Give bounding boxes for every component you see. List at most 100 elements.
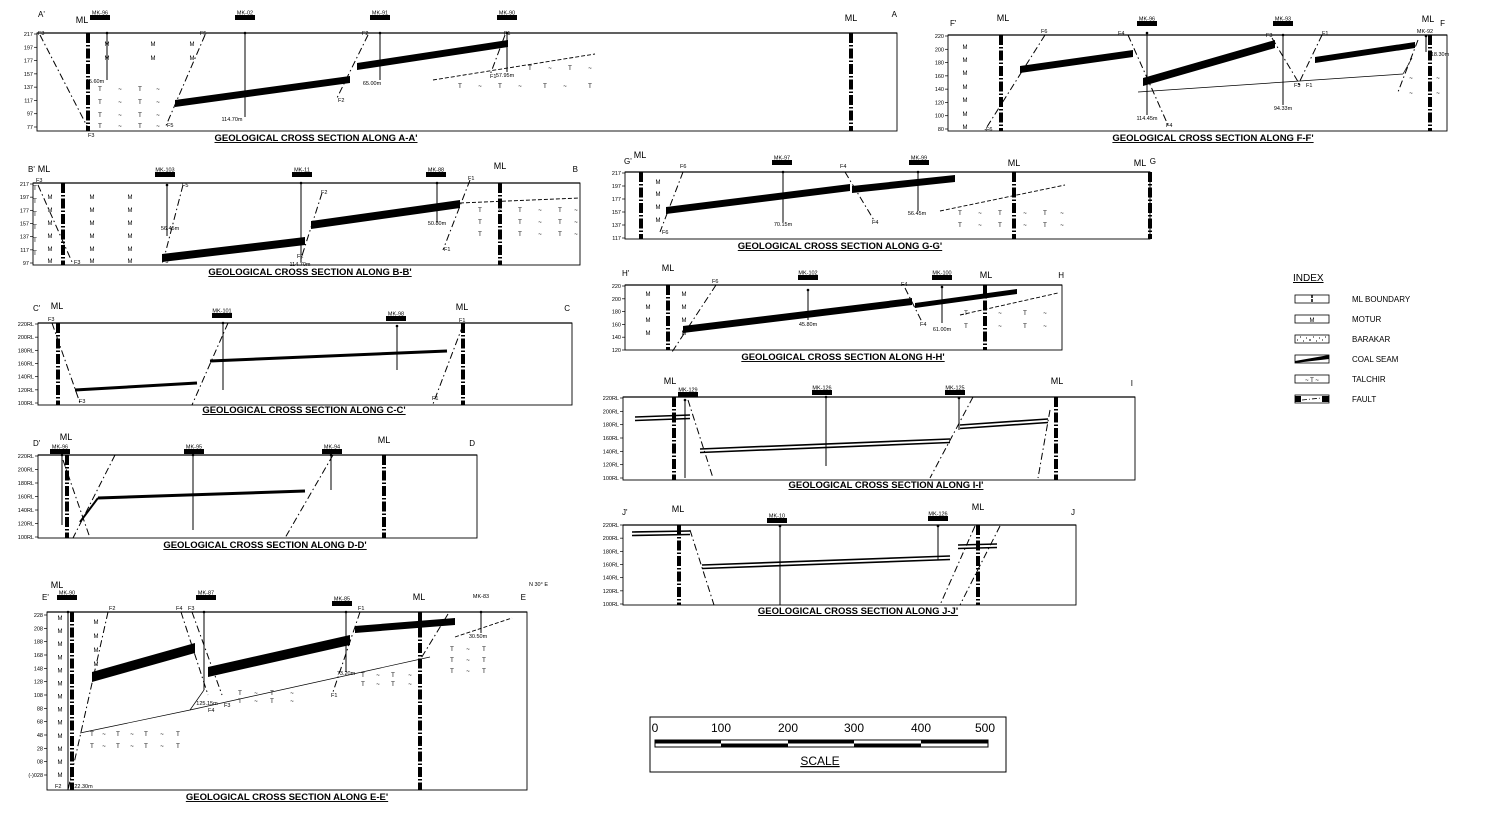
borehole-depth: 56.45m [161, 226, 180, 232]
motur-symbol: M [94, 662, 99, 668]
talchir-symbol: ~ [118, 100, 122, 106]
section-end-label: D [469, 439, 475, 448]
borehole-name: MK-96 [1139, 17, 1155, 23]
talchir-symbol: ~ [376, 682, 380, 688]
talchir-symbol: ~ [254, 691, 258, 697]
motur-symbol: M [48, 221, 53, 227]
borehole-tag [50, 449, 70, 454]
scale-segment [788, 740, 854, 744]
fault-label: F1 [1322, 31, 1328, 37]
motur-symbol: M [94, 648, 99, 654]
y-axis-tick-label: 168 [34, 653, 43, 659]
talchir-symbol: ~ [1436, 91, 1440, 97]
borehole-name: MK-97 [774, 156, 790, 162]
fault-line [39, 34, 89, 129]
section-end-label: F [1440, 19, 1445, 28]
section-end-label: J [1071, 508, 1075, 517]
talchir-symbol: T [138, 124, 142, 130]
borehole-collar [1424, 34, 1428, 38]
borehole-collar [781, 170, 785, 174]
ml-label: ML [664, 376, 677, 386]
borehole-tag [1137, 21, 1157, 26]
y-axis-tick-label: 200RL [18, 335, 34, 341]
borehole-collar [957, 396, 961, 400]
fault-line [959, 525, 1001, 606]
y-axis-tick-label: 217 [612, 171, 621, 177]
borehole-tag [184, 449, 204, 454]
talchir-symbol: ~ [156, 87, 160, 93]
borehole-depth: 70.15m [774, 222, 793, 228]
fault-line [1297, 34, 1323, 86]
ml-label: ML [997, 13, 1010, 23]
talchir-symbol: ~ [408, 682, 412, 688]
y-axis-tick-label: 137 [612, 223, 621, 229]
borehole-tag [678, 392, 698, 397]
fault-label: F4 [176, 606, 182, 612]
motur-symbol: M [656, 192, 661, 198]
fault-label: F2 [109, 606, 115, 612]
fault-swatch-line [1301, 397, 1322, 401]
fault-line [844, 171, 876, 223]
talchir-symbol: ~ [1023, 211, 1027, 217]
talchir-symbol: T [138, 100, 142, 106]
borehole: MK-126 [812, 386, 832, 466]
talchir-symbol: T [518, 220, 522, 226]
talchir-symbol: ~ [160, 732, 164, 738]
ml-label: ML [38, 164, 51, 174]
borehole: MK-83 30.50m [469, 594, 489, 640]
borehole-collar [505, 31, 509, 35]
section-end-label: A [892, 10, 898, 19]
borehole-collar [202, 610, 206, 614]
ml-label: ML [972, 502, 985, 512]
borehole-depth: 57.95m [496, 73, 515, 79]
fault-line [939, 525, 976, 606]
motur-symbol: M [105, 42, 110, 48]
y-axis-tick-label: 157 [24, 72, 33, 78]
index-label: BARAKAR [1352, 335, 1390, 344]
fault-line [671, 284, 717, 353]
y-axis-tick-label: 117 [612, 236, 621, 242]
y-axis-tick-label: 220RL [603, 523, 619, 529]
y-axis-tick-label: 177 [24, 59, 33, 65]
borehole-depth: 50.80m [428, 221, 447, 227]
section-end-label: E [521, 593, 526, 602]
y-axis-tick-label: 100 [935, 114, 944, 120]
borehole-name: MK-101 [212, 309, 231, 315]
talchir-symbol: ~ [118, 124, 122, 130]
fault-line [1127, 34, 1169, 126]
borehole-name: MK-98 [388, 312, 404, 318]
section-frame [37, 322, 573, 406]
talchir-contact [454, 617, 513, 638]
talchir-symbol: ~ [1409, 91, 1413, 97]
talchir-symbol: T [450, 669, 454, 675]
borehole: MK-103 56.45m [155, 168, 180, 236]
y-axis-tick-label: 97 [27, 112, 33, 118]
fault-label: F2 [321, 190, 327, 196]
borehole-name: MK-126 [812, 386, 831, 392]
borehole-collar [60, 453, 64, 457]
y-axis-tick-label: 217 [24, 32, 33, 38]
y-axis-tick-label: 100RL [603, 602, 619, 608]
coal-seam [683, 298, 912, 333]
fault-line [191, 322, 229, 406]
scale-segment [921, 740, 988, 744]
borehole: MK-98 [386, 312, 406, 370]
fault-label: F4 [208, 708, 214, 714]
borehole-collar [435, 181, 439, 185]
fault-line [67, 611, 109, 791]
ml-label: ML [980, 270, 993, 280]
borehole: MK-99 56.45m [908, 156, 929, 217]
borehole: MK-125 [945, 386, 965, 430]
index-title: INDEX [1293, 273, 1324, 284]
borehole-tag [767, 518, 787, 523]
fault-label: F1 [490, 74, 496, 80]
borehole-tag [812, 390, 832, 395]
coal-seam [162, 237, 305, 262]
motur-symbol: M [90, 247, 95, 253]
fault-label: F4 [1166, 123, 1172, 129]
ml-label: ML [51, 301, 64, 311]
borehole-collar [344, 610, 348, 614]
borehole: MK-10 [767, 514, 787, 605]
ml-label: ML [76, 15, 89, 25]
fault-line [335, 34, 369, 101]
